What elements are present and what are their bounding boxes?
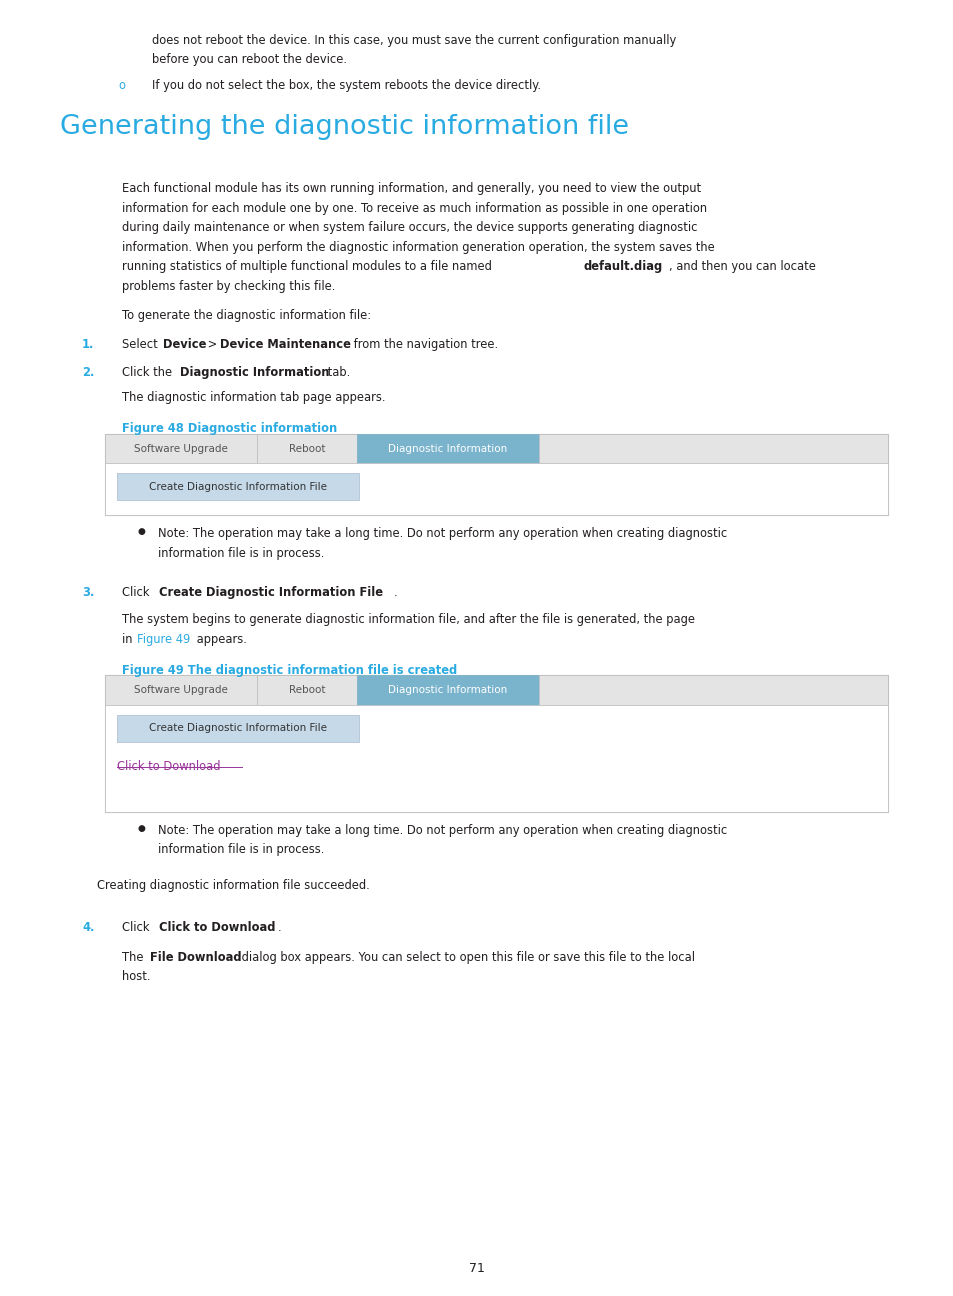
Text: Software Upgrade: Software Upgrade bbox=[134, 686, 228, 695]
Text: before you can reboot the device.: before you can reboot the device. bbox=[152, 53, 347, 66]
Text: problems faster by checking this file.: problems faster by checking this file. bbox=[122, 280, 335, 293]
Text: .: . bbox=[277, 921, 281, 934]
Bar bbox=[538, 434, 887, 463]
Text: 4.: 4. bbox=[82, 921, 94, 934]
Text: Select: Select bbox=[122, 338, 161, 351]
Text: during daily maintenance or when system failure occurs, the device supports gene: during daily maintenance or when system … bbox=[122, 222, 697, 235]
Text: Diagnostic Information: Diagnostic Information bbox=[179, 365, 329, 378]
Text: .: . bbox=[394, 586, 397, 599]
Text: If you do not select the box, the system reboots the device directly.: If you do not select the box, the system… bbox=[152, 79, 540, 92]
Bar bbox=[105, 675, 887, 813]
Text: Device Maintenance: Device Maintenance bbox=[220, 338, 351, 351]
Bar bbox=[117, 715, 358, 741]
Text: Click: Click bbox=[122, 586, 153, 599]
Text: Click: Click bbox=[122, 921, 153, 934]
Text: Diagnostic Information: Diagnostic Information bbox=[388, 443, 507, 454]
Bar bbox=[538, 675, 887, 705]
Text: in: in bbox=[122, 632, 136, 645]
Text: Figure 49 The diagnostic information file is created: Figure 49 The diagnostic information fil… bbox=[122, 664, 456, 677]
Text: The diagnostic information tab page appears.: The diagnostic information tab page appe… bbox=[122, 391, 385, 404]
Text: Click to Download: Click to Download bbox=[117, 759, 220, 772]
Text: Click to Download: Click to Download bbox=[158, 921, 274, 934]
Text: information file is in process.: information file is in process. bbox=[158, 844, 324, 857]
Text: ●: ● bbox=[138, 527, 146, 537]
Text: information file is in process.: information file is in process. bbox=[158, 547, 324, 560]
Text: information for each module one by one. To receive as much information as possib: information for each module one by one. … bbox=[122, 202, 706, 215]
Bar bbox=[256, 434, 356, 463]
Text: 1.: 1. bbox=[82, 338, 94, 351]
Text: Note: The operation may take a long time. Do not perform any operation when crea: Note: The operation may take a long time… bbox=[158, 824, 726, 837]
Text: o: o bbox=[118, 79, 125, 92]
Text: Click the: Click the bbox=[122, 365, 175, 378]
Text: , and then you can locate: , and then you can locate bbox=[668, 260, 815, 273]
Text: Create Diagnostic Information File: Create Diagnostic Information File bbox=[149, 482, 327, 491]
Text: The system begins to generate diagnostic information file, and after the file is: The system begins to generate diagnostic… bbox=[122, 613, 695, 626]
Text: File Download: File Download bbox=[150, 951, 241, 964]
Text: Creating diagnostic information file succeeded.: Creating diagnostic information file suc… bbox=[97, 879, 370, 892]
Text: tab.: tab. bbox=[324, 365, 350, 378]
Text: information. When you perform the diagnostic information generation operation, t: information. When you perform the diagno… bbox=[122, 241, 714, 254]
Text: Each functional module has its own running information, and generally, you need : Each functional module has its own runni… bbox=[122, 183, 700, 196]
Text: 3.: 3. bbox=[82, 586, 94, 599]
Text: Note: The operation may take a long time. Do not perform any operation when crea: Note: The operation may take a long time… bbox=[158, 527, 726, 540]
Text: Create Diagnostic Information File: Create Diagnostic Information File bbox=[149, 723, 327, 734]
Text: Reboot: Reboot bbox=[289, 443, 325, 454]
Text: Figure 48 Diagnostic information: Figure 48 Diagnostic information bbox=[122, 422, 337, 435]
Bar bbox=[105, 463, 887, 516]
Bar bbox=[256, 675, 356, 705]
Bar bbox=[356, 675, 538, 705]
Bar bbox=[105, 434, 256, 463]
Text: from the navigation tree.: from the navigation tree. bbox=[350, 338, 497, 351]
Bar bbox=[105, 705, 887, 813]
Text: 71: 71 bbox=[469, 1261, 484, 1274]
Text: To generate the diagnostic information file:: To generate the diagnostic information f… bbox=[122, 308, 371, 321]
Bar bbox=[105, 675, 256, 705]
Text: Generating the diagnostic information file: Generating the diagnostic information fi… bbox=[60, 114, 628, 140]
Bar bbox=[117, 473, 358, 500]
Text: >: > bbox=[204, 338, 221, 351]
Text: Create Diagnostic Information File: Create Diagnostic Information File bbox=[158, 586, 382, 599]
Text: Diagnostic Information: Diagnostic Information bbox=[388, 686, 507, 695]
Text: running statistics of multiple functional modules to a file named: running statistics of multiple functiona… bbox=[122, 260, 495, 273]
Text: host.: host. bbox=[122, 971, 151, 984]
Text: does not reboot the device. In this case, you must save the current configuratio: does not reboot the device. In this case… bbox=[152, 34, 676, 47]
Text: default.diag: default.diag bbox=[583, 260, 662, 273]
Text: ●: ● bbox=[138, 824, 146, 833]
Bar bbox=[105, 434, 887, 516]
Text: Figure 49: Figure 49 bbox=[136, 632, 190, 645]
Text: Device: Device bbox=[163, 338, 207, 351]
Text: appears.: appears. bbox=[193, 632, 247, 645]
Text: Reboot: Reboot bbox=[289, 686, 325, 695]
Text: 2.: 2. bbox=[82, 365, 94, 378]
Text: Software Upgrade: Software Upgrade bbox=[134, 443, 228, 454]
Text: The: The bbox=[122, 951, 147, 964]
Bar bbox=[356, 434, 538, 463]
Text: dialog box appears. You can select to open this file or save this file to the lo: dialog box appears. You can select to op… bbox=[237, 951, 694, 964]
